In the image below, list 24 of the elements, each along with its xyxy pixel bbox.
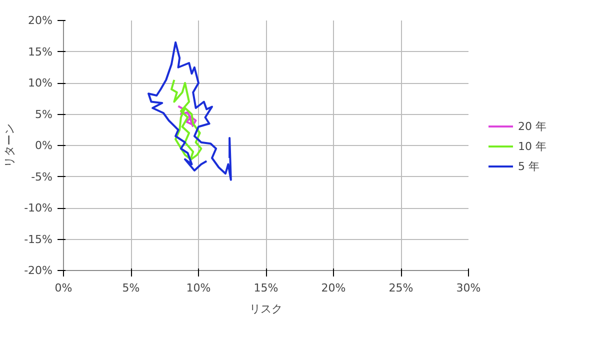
x-tick-label: 30% (456, 282, 481, 294)
x-tick-label: 0% (54, 282, 72, 294)
y-tick-label: -10% (24, 202, 53, 214)
line-series (177, 105, 197, 128)
y-tick-label: 15% (28, 45, 53, 58)
y-tick-label: -5% (31, 170, 52, 184)
y-tick-label: -15% (24, 232, 53, 246)
x-tick-label: 10% (186, 282, 211, 294)
y-tick-label: -20% (24, 264, 53, 277)
line-series (148, 41, 232, 181)
legend-label: 5 年 (518, 158, 540, 174)
x-tick-label: 20% (321, 282, 346, 294)
x-axis-title: リスク (250, 302, 282, 316)
legend-label: 20 年 (518, 118, 546, 134)
y-axis-title: リターン (3, 124, 16, 168)
y-tick-label: 20% (28, 14, 53, 27)
y-tick-label: 10% (28, 76, 53, 90)
x-tick-label: 25% (388, 282, 414, 294)
legend-label: 10 年 (518, 138, 546, 154)
line-series (170, 78, 202, 161)
x-tick-label: 15% (254, 282, 278, 294)
y-tick-label: 5% (35, 108, 52, 121)
y-tick-label: 0% (35, 139, 52, 152)
x-tick-label: 5% (122, 282, 140, 294)
